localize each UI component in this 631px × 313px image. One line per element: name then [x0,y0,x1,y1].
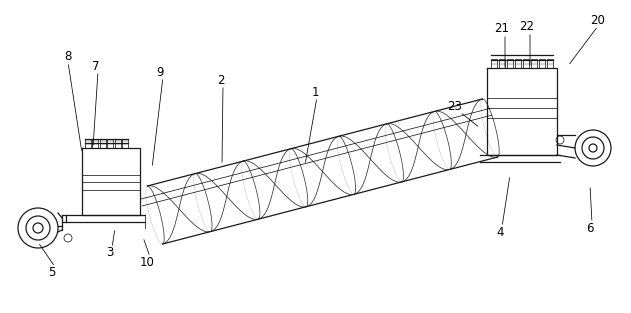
Text: 3: 3 [106,247,114,259]
Text: 7: 7 [92,59,100,73]
Text: 22: 22 [519,19,534,33]
Text: 21: 21 [495,22,509,34]
Text: 9: 9 [156,65,164,79]
Text: 1: 1 [311,85,319,99]
Text: 8: 8 [64,50,72,64]
Text: 6: 6 [586,222,594,234]
Text: 20: 20 [591,13,605,27]
Text: 4: 4 [496,225,504,239]
Text: 2: 2 [217,74,225,86]
Text: 10: 10 [139,255,155,269]
Text: 5: 5 [49,265,56,279]
Text: 23: 23 [447,100,463,114]
